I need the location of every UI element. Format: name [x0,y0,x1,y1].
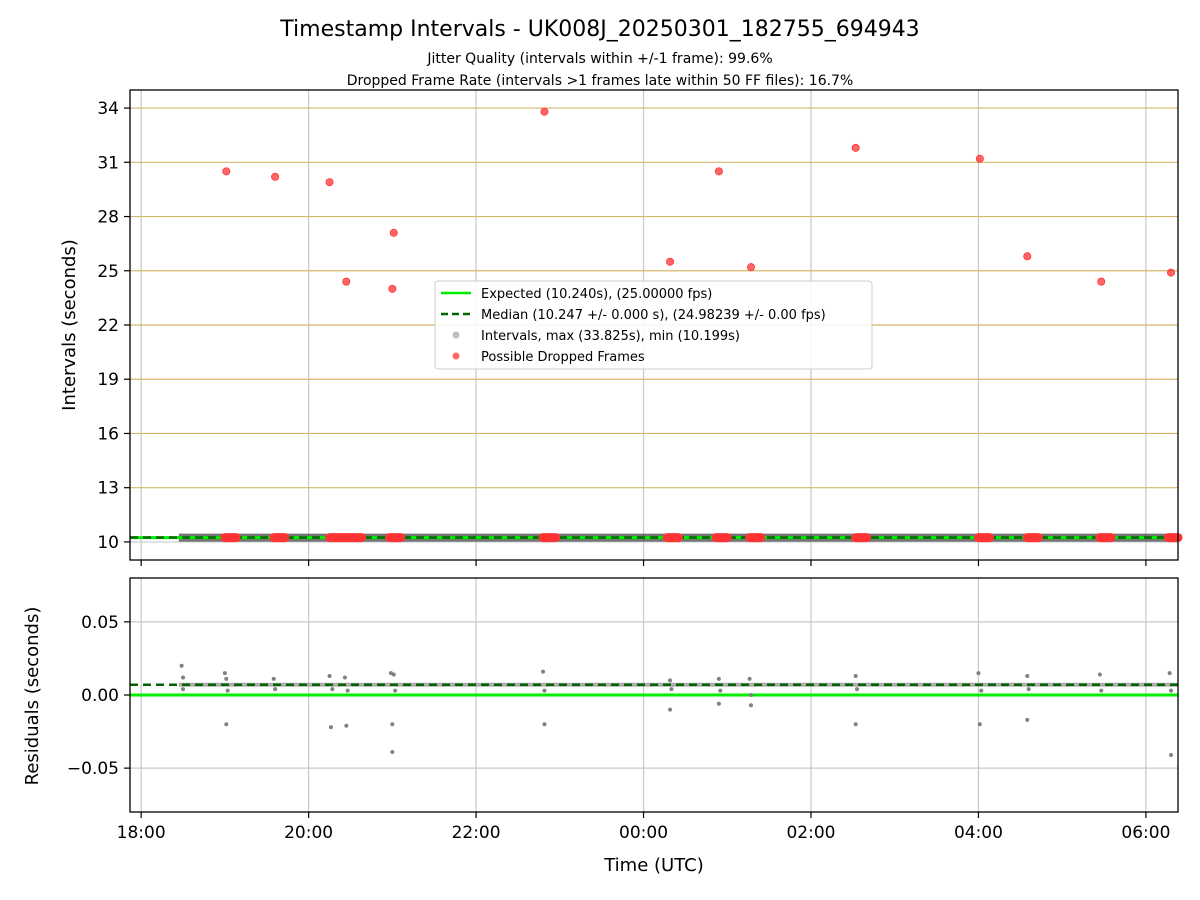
residual-point [271,676,276,681]
residual-point [181,675,186,680]
residual-point [1169,752,1174,757]
residual-point [748,703,753,708]
residual-point [977,722,982,727]
residual-point [855,687,860,692]
dropped-frame-point [1023,252,1032,261]
bottom-y-tick-label: −0.05 [67,759,119,779]
top-y-tick-label: 13 [97,479,119,499]
top-y-tick-label: 31 [97,153,119,173]
dropped-frame-point [714,167,723,176]
x-tick-label: 00:00 [619,823,668,843]
residual-point [542,722,547,727]
residual-point [181,687,186,692]
residual-point [748,693,753,697]
x-tick-label: 04:00 [954,823,1003,843]
top-y-tick-label: 16 [97,424,119,444]
residual-point [327,673,332,678]
residual-point [1167,671,1172,676]
residual-point [1099,688,1104,693]
residual-point [542,688,547,693]
legend-entry-label: Intervals, max (33.825s), min (10.199s) [481,329,740,344]
top-y-tick-label: 28 [97,208,119,228]
legend-intervals-swatch [452,331,460,339]
dropped-frame-point [325,178,334,187]
residual-point [391,672,396,677]
residual-point [979,688,984,693]
dropped-frame-point [1167,268,1176,277]
residual-point [668,678,673,683]
dropped-frame-point [746,263,755,272]
legend-entry-label: Median (10.247 +/- 0.000 s), (24.98239 +… [481,308,826,323]
x-tick-label: 02:00 [786,823,835,843]
bottom-y-tick-label: 0.05 [81,613,119,633]
top-y-axis-label: Intervals (seconds) [59,239,80,411]
residual-point [224,722,229,727]
residual-point [224,676,229,681]
residual-point [1097,672,1102,677]
legend-box [434,280,873,370]
residual-point [390,722,395,727]
dropped-frame-point [271,172,280,181]
bottom-y-axis-label: Residuals (seconds) [22,607,43,786]
residual-point [1169,688,1174,693]
residual-point [390,750,395,755]
residual-point [668,707,673,712]
residual-point [345,688,350,693]
residual-point [976,671,981,676]
top-y-tick-label: 22 [97,316,119,336]
top-y-tick-label: 25 [97,262,119,282]
dropped-frame-point [342,277,351,286]
residual-point [179,663,184,668]
residual-point [747,676,752,681]
top-plot-frame [129,89,1179,561]
chart-subtitle-dropped: Dropped Frame Rate (intervals >1 frames … [347,73,854,89]
residual-point [344,723,349,728]
residual-point [342,675,347,680]
chart-subtitle-jitter: Jitter Quality (intervals within +/-1 fr… [426,51,772,67]
dropped-frame-point [540,107,549,116]
top-y-tick-label: 34 [97,99,119,119]
residual-point [716,701,721,706]
bottom-plot-frame [129,577,1179,813]
residual-point [222,671,227,676]
residual-point [541,669,546,674]
residual-point [1026,687,1031,692]
residual-point [716,676,721,681]
residual-point [1025,673,1030,678]
residual-point [273,687,278,692]
dropped-frame-point [666,257,675,266]
residual-point [853,673,858,678]
residual-point [328,725,333,730]
x-axis-label: Time (UTC) [603,855,704,876]
residual-point [330,687,335,692]
legend-entry-label: Possible Dropped Frames [481,350,645,365]
dropped-frame-point [389,228,398,237]
residual-point [669,687,674,692]
x-tick-label: 22:00 [452,823,501,843]
top-y-tick-label: 19 [97,370,119,390]
residual-point [853,722,858,727]
legend-entry-label: Expected (10.240s), (25.00000 fps) [481,287,712,302]
dropped-frame-point [1097,277,1106,286]
x-tick-label: 20:00 [284,823,333,843]
dropped-frame-point [851,143,860,152]
dropped-frame-point [222,167,231,176]
bottom-y-tick-label: 0.00 [81,686,119,706]
x-tick-label: 06:00 [1121,823,1170,843]
residual-point [225,688,230,693]
chart-title: Timestamp Intervals - UK008J_20250301_18… [279,17,919,42]
residual-point [393,688,398,693]
legend-dropped-swatch [452,352,460,360]
residual-point [718,688,723,693]
dropped-frame-point [975,154,984,163]
residuals-plot: 0.05 0.00 −0.05 18:00 20:00 22:00 00:00 02:00 04… [67,577,1179,843]
residual-point [1025,717,1030,722]
top-y-tick-label: 10 [97,533,119,553]
dropped-frame-point [388,284,397,293]
intervals-plot: 10 13 16 19 22 25 28 31 34 Expected (10.240s), (2… [97,89,1183,566]
x-tick-label: 18:00 [117,823,166,843]
